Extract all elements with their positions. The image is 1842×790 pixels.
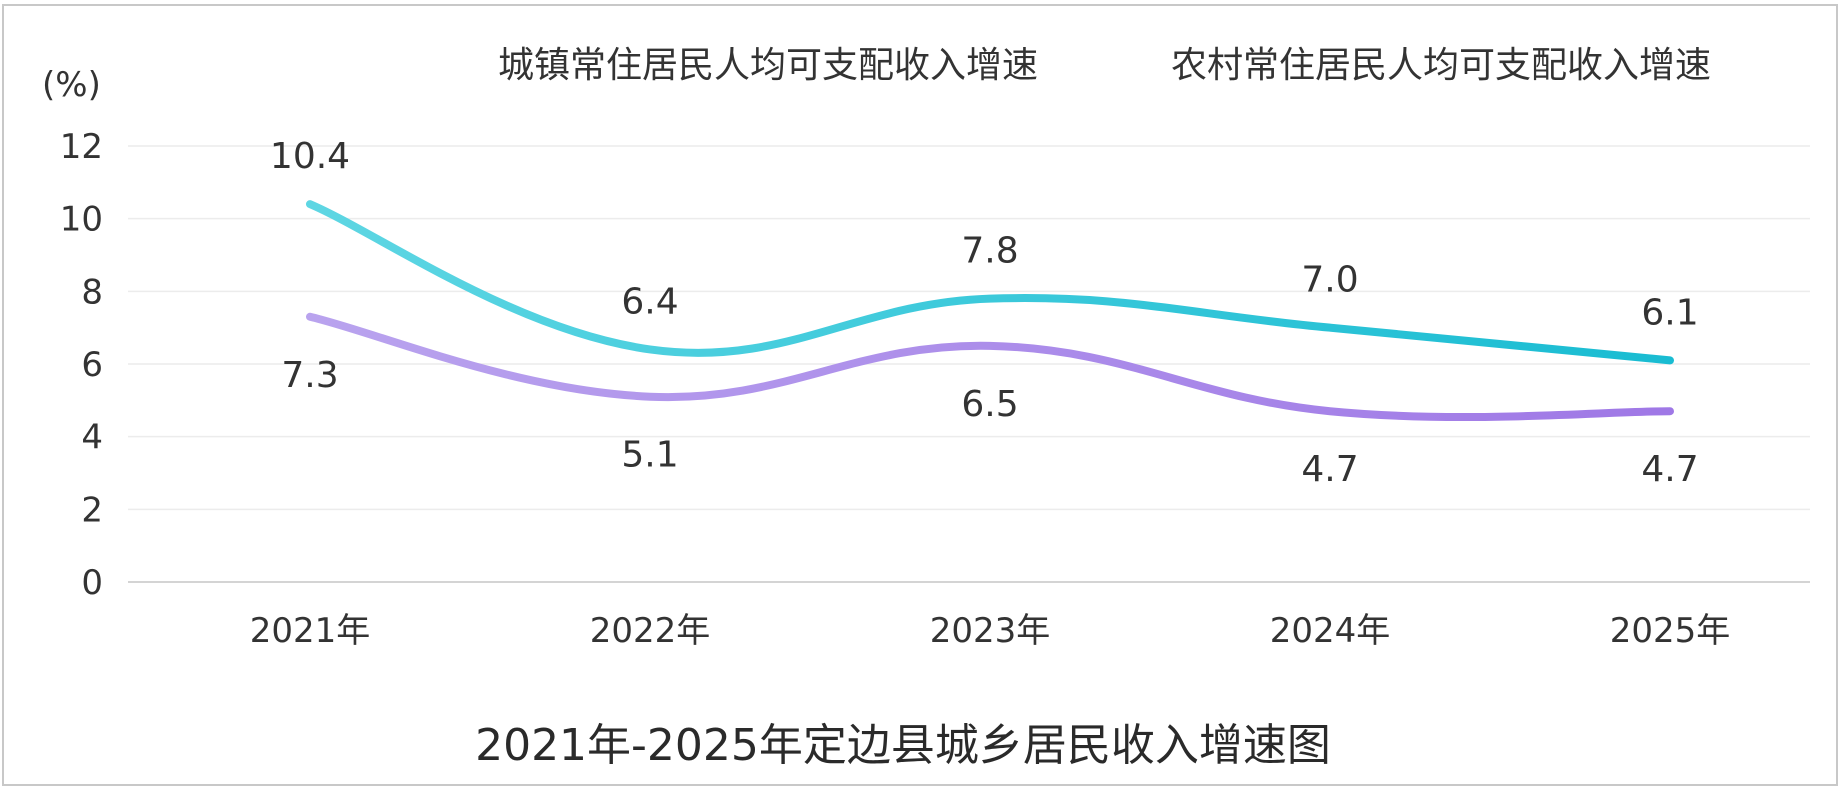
grid xyxy=(128,145,1810,583)
x-axis: 2021年 2022年 2023年 2024年 2025年 xyxy=(250,611,1731,651)
y-axis-unit: (%) xyxy=(42,65,101,105)
y-tick-label: 10 xyxy=(60,200,103,240)
y-tick-label: 0 xyxy=(81,563,103,603)
series xyxy=(306,200,1674,422)
series-line-urban-income-growth xyxy=(306,312,1674,422)
y-tick-label: 8 xyxy=(81,272,103,312)
data-label-urban-income-growth: 7.3 xyxy=(281,355,338,396)
x-tick-label: 2025年 xyxy=(1610,611,1731,651)
legend-label-rural-income-growth: 农村常住居民人均可支配收入增速 xyxy=(1171,45,1711,86)
x-tick-label: 2021年 xyxy=(250,611,371,651)
data-label-rural-income-growth: 7.0 xyxy=(1301,260,1358,301)
data-labels: 7.3 5.1 6.5 4.7 4.7 10.4 6.4 7.8 7.0 6.1 xyxy=(270,136,1699,490)
data-label-rural-income-growth: 6.4 xyxy=(621,281,678,322)
x-tick-label: 2022年 xyxy=(590,611,711,651)
data-label-urban-income-growth: 4.7 xyxy=(1641,449,1698,490)
y-tick-label: 12 xyxy=(60,127,103,167)
legend: 城镇常住居民人均可支配收入增速 农村常住居民人均可支配收入增速 xyxy=(400,45,1711,86)
y-tick-label: 4 xyxy=(81,418,103,458)
y-tick-label: 2 xyxy=(81,490,103,530)
legend-label-urban-income-growth: 城镇常住居民人均可支配收入增速 xyxy=(498,45,1038,86)
data-label-urban-income-growth: 4.7 xyxy=(1301,449,1358,490)
data-label-urban-income-growth: 5.1 xyxy=(621,435,678,476)
chart-frame xyxy=(2,4,1838,786)
x-tick-label: 2024年 xyxy=(1270,611,1391,651)
chart-title: 2021年-2025年定边县城乡居民收入增速图 xyxy=(475,720,1331,771)
data-label-rural-income-growth: 10.4 xyxy=(270,136,350,177)
data-label-rural-income-growth: 7.8 xyxy=(961,231,1018,272)
series-line-rural-income-growth xyxy=(306,200,1674,365)
x-tick-label: 2023年 xyxy=(930,611,1051,651)
data-label-rural-income-growth: 6.1 xyxy=(1641,292,1698,333)
y-tick-label: 6 xyxy=(81,345,103,385)
data-label-urban-income-growth: 6.5 xyxy=(961,384,1018,425)
y-axis: 0 2 4 6 8 10 12 xyxy=(60,127,103,603)
